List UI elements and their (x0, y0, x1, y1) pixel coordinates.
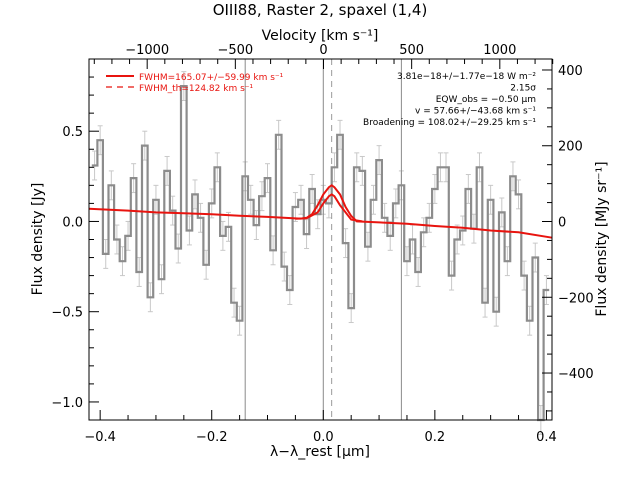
y2-tick-label: −400 (558, 367, 594, 382)
series-group (88, 85, 553, 422)
x-tick-label: 0.4 (536, 430, 557, 445)
x2-tick-label: 500 (399, 43, 424, 58)
x-tick-label: −0.2 (196, 430, 228, 445)
chart-title: OIII88, Raster 2, spaxel (1,4) (213, 1, 428, 19)
annotation-2: EQW_obs = −0.50 μm (436, 95, 536, 105)
annotation-4: Broadening = 108.02+/−29.25 km s⁻¹ (363, 118, 536, 128)
x-tick-label: 0.0 (313, 430, 334, 445)
x2-tick-label: −500 (217, 43, 253, 58)
annotation-1: 2.15σ (510, 84, 536, 94)
series-line-1 (88, 184, 553, 239)
series-line-2 (295, 193, 363, 223)
tick-labels: −0.4 −0.2 0.0 0.2 0.4 −1000 −500 0 500 1000 0.5 0.0… (51, 43, 593, 445)
top-axis-label: Velocity [km s⁻¹] (262, 28, 379, 44)
series-histogram-0 (91, 85, 550, 422)
tick-marks (89, 58, 554, 421)
y2-tick-label: 400 (558, 64, 583, 79)
y-tick-label: −1.0 (51, 396, 83, 411)
x2-tick-label: 1000 (483, 43, 516, 58)
x2-tick-label: 0 (319, 43, 327, 58)
x-tick-label: −0.4 (84, 430, 116, 445)
legend: FWHM=165.07+/−59.99 km s⁻¹FWHM_th=124.82… (106, 73, 284, 94)
legend-label-1: FWHM_th=124.82 km s⁻¹ (139, 84, 254, 94)
vertical-lines (244, 59, 402, 420)
legend-label-0: FWHM=165.07+/−59.99 km s⁻¹ (139, 73, 284, 83)
right-axis-label: Flux density [MJy sr⁻¹] (594, 161, 610, 316)
y-tick-label: −0.5 (51, 306, 83, 321)
annotation-3: v = 57.66+/−43.68 km s⁻¹ (415, 107, 536, 117)
x2-tick-label: −1000 (125, 43, 169, 58)
x-axis-label: λ−λ_rest [μm] (270, 444, 370, 460)
y-tick-label: 0.5 (62, 125, 83, 140)
y-axis-label: Flux density [Jy] (30, 183, 46, 296)
y2-tick-label: −200 (558, 291, 594, 306)
x-tick-label: 0.2 (425, 430, 446, 445)
y2-tick-label: 0 (558, 216, 566, 231)
y-tick-label: 0.0 (62, 215, 83, 230)
y2-tick-label: 200 (558, 140, 583, 155)
annotation-0: 3.81e−18+/−1.77e−18 W m⁻² (397, 72, 536, 82)
